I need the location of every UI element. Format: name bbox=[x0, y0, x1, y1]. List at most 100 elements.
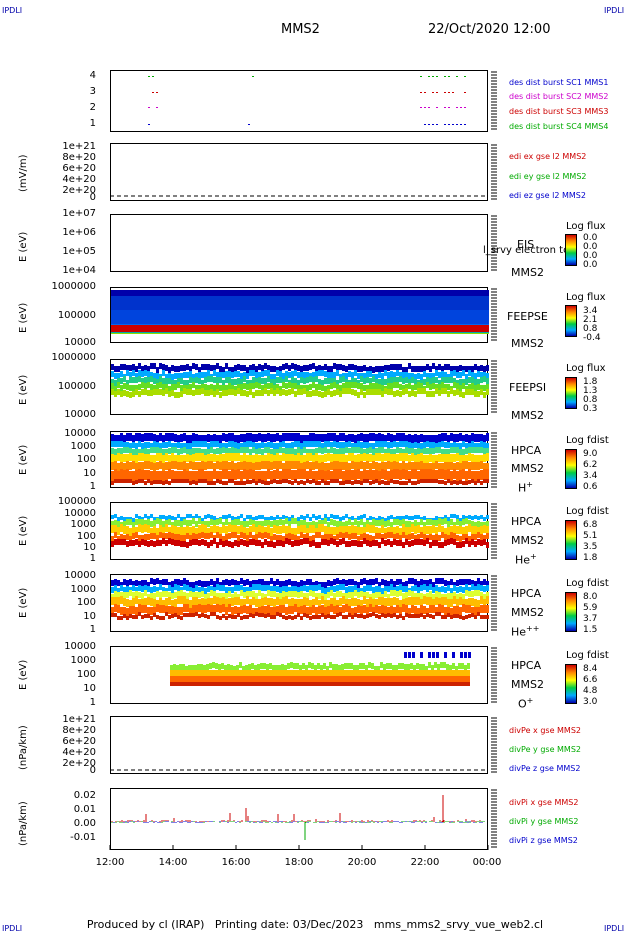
feepsi-cell bbox=[156, 389, 159, 395]
hpca-hepp-cell bbox=[198, 614, 201, 618]
hpca-h-cell bbox=[366, 442, 369, 448]
hpca-hepp-cell bbox=[285, 580, 288, 586]
feepse-cell bbox=[204, 310, 207, 324]
hpca-hepp-cell bbox=[306, 614, 309, 618]
hpca-he-cell bbox=[186, 526, 189, 534]
hpca-he-cell bbox=[246, 541, 249, 547]
hpca-h-cell bbox=[402, 461, 405, 469]
hpca-h-cell bbox=[462, 481, 465, 485]
feepsi-cell bbox=[183, 388, 186, 394]
hpca-h-cell bbox=[171, 479, 174, 483]
hpca-h-cell bbox=[333, 454, 336, 462]
hpca-o-cell bbox=[242, 666, 245, 672]
feepsi-cell bbox=[180, 391, 183, 397]
hpca-he-cell bbox=[432, 540, 435, 546]
hpca-hepp-cell bbox=[234, 585, 237, 591]
hpca-o-cell bbox=[299, 676, 302, 682]
hpca-hepp-cell bbox=[135, 580, 138, 586]
feepse-cell bbox=[153, 333, 156, 334]
hpca-hepp-cell bbox=[453, 596, 456, 604]
feepse-cell bbox=[333, 296, 336, 310]
hpca-he-cell bbox=[381, 534, 384, 540]
feepsi-cell bbox=[420, 374, 423, 380]
feepsi-cell bbox=[123, 383, 126, 389]
hpca-o-cell bbox=[290, 662, 293, 668]
hpca-o-cell bbox=[444, 652, 447, 658]
hpca-h-cell bbox=[180, 448, 183, 454]
feepsi-cell bbox=[357, 373, 360, 379]
burst-ytick: 3 bbox=[89, 86, 96, 97]
hpca-o-cell bbox=[287, 682, 290, 686]
hpca-h-cell bbox=[279, 461, 282, 469]
hpca-h-cell bbox=[303, 481, 306, 485]
feepse-cell bbox=[315, 296, 318, 310]
hpca-h-cell bbox=[177, 479, 180, 483]
feepsi-cell bbox=[438, 390, 441, 396]
feepsi-cell bbox=[366, 371, 369, 377]
hpca-hepp-cell bbox=[255, 599, 258, 607]
feepsi-cell bbox=[447, 391, 450, 397]
hpca-hepp-cell bbox=[369, 585, 372, 591]
hpca-o-cell bbox=[353, 676, 356, 682]
feepse-cell bbox=[357, 290, 360, 296]
hpca-hepp-cell bbox=[120, 607, 123, 615]
hpca-he-cell bbox=[426, 526, 429, 534]
feepse-cell bbox=[408, 310, 411, 324]
hpca-he-cell bbox=[213, 520, 216, 526]
feepsi-cell bbox=[273, 390, 276, 396]
hpca-he-cell bbox=[285, 518, 288, 524]
hpca-o-cell bbox=[323, 663, 326, 669]
feepsi-cell bbox=[213, 391, 216, 397]
hpca-he-cell bbox=[396, 533, 399, 539]
hpca-h-cell bbox=[141, 462, 144, 470]
hpca-hepp-cell bbox=[243, 580, 246, 586]
hpca-he-cell bbox=[354, 526, 357, 534]
feepsi-cell bbox=[255, 366, 258, 372]
feepse-ytick: 100000 bbox=[57, 310, 96, 321]
hpca-h-cell bbox=[363, 479, 366, 483]
hpca-hepp-cell bbox=[462, 616, 465, 620]
hpca-o-cell bbox=[407, 670, 410, 676]
feepse-cell bbox=[441, 310, 444, 324]
hpca-hepp-cell bbox=[423, 615, 426, 619]
feepsi-cell bbox=[477, 379, 480, 385]
hpca-hepp-cell bbox=[429, 579, 432, 585]
hpca-o-cell bbox=[311, 682, 314, 686]
hpca-he-cell bbox=[453, 514, 456, 518]
feepsi-cell bbox=[306, 372, 309, 378]
hpca-h-cell bbox=[453, 442, 456, 448]
hpca-he-cell bbox=[300, 515, 303, 519]
feepse-cell bbox=[273, 290, 276, 296]
feepsi-cell bbox=[378, 379, 381, 385]
feepse-cell bbox=[174, 325, 177, 332]
hpca-hepp-cell bbox=[183, 584, 186, 590]
hpca-h-cell bbox=[126, 469, 129, 479]
burst-mark bbox=[444, 92, 446, 93]
feepsi-cell bbox=[126, 391, 129, 397]
hpca-hepp-cell bbox=[216, 604, 219, 612]
feepse-cell bbox=[420, 290, 423, 296]
hpca-h-cell bbox=[309, 469, 312, 479]
hpca-o-cell bbox=[428, 652, 431, 658]
hpca-hepp-cell bbox=[303, 597, 306, 605]
feepse-cell bbox=[246, 310, 249, 324]
feepse-cell bbox=[330, 325, 333, 332]
hpca-hepp-cell bbox=[294, 581, 297, 587]
feepsi-cell bbox=[129, 385, 132, 391]
feepse-cell bbox=[405, 310, 408, 324]
hpca-h-cell bbox=[252, 447, 255, 453]
feepse-cell bbox=[390, 310, 393, 324]
feepsi-cell bbox=[369, 383, 372, 389]
hpca-h-cell bbox=[441, 469, 444, 479]
feepse-cell bbox=[159, 296, 162, 310]
hpca-he-cell bbox=[435, 534, 438, 540]
hpca-h-cell bbox=[327, 463, 330, 471]
hpca-o-cell bbox=[320, 670, 323, 676]
hpca-he-cell bbox=[195, 539, 198, 545]
hpca-h-cell bbox=[294, 479, 297, 483]
feepsi-cell bbox=[138, 384, 141, 390]
hpca-hepp-cell bbox=[111, 597, 114, 605]
hpca-he-cell bbox=[147, 534, 150, 540]
hpca-o-cell bbox=[182, 664, 185, 670]
hpca-h-cell bbox=[132, 455, 135, 463]
